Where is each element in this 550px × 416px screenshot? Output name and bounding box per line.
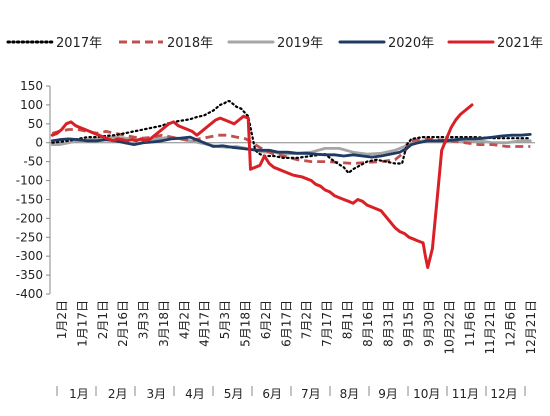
legend-label: 2019年 xyxy=(277,36,323,51)
month-label: 6月 xyxy=(262,387,282,401)
y-tick-label: 50 xyxy=(28,117,43,131)
month-label: 12月 xyxy=(490,387,517,401)
y-axis: 150 100 50 0 -50 -100 -150 -200 -250 -300 -350 -400 xyxy=(16,79,51,301)
month-label: 10月 xyxy=(413,387,440,401)
x-tick-label: 8月31日 xyxy=(381,300,395,347)
y-tick-label: 150 xyxy=(20,79,43,93)
x-axis: 1月2日 1月17日 2月1日 2月16日 3月3日 3月18日 4月2日 4月17日 5月3日… xyxy=(50,142,538,401)
month-label: 5月 xyxy=(224,387,244,401)
y-tick-label: -50 xyxy=(23,155,43,169)
x-tick-label: 2月16日 xyxy=(116,300,130,347)
y-tick-label: -300 xyxy=(16,249,43,263)
x-tick-label: 8月16日 xyxy=(361,300,375,347)
x-tick-label: 3月18日 xyxy=(157,300,171,347)
x-tick-label: 6月17日 xyxy=(279,300,293,347)
month-label: 9月 xyxy=(378,387,398,401)
x-tick-label: 1月2日 xyxy=(55,300,69,339)
x-tick-label: 5月3日 xyxy=(218,300,232,339)
x-tick-label: 7月2日 xyxy=(300,300,314,339)
y-tick-label: 100 xyxy=(20,98,43,112)
x-tick-label: 12月21日 xyxy=(524,300,538,355)
y-tick-label: -100 xyxy=(16,174,43,188)
legend-label: 2021年 xyxy=(497,36,543,51)
y-tick-label: -150 xyxy=(16,192,43,206)
series-line-2021年 xyxy=(50,103,474,269)
legend-label: 2020年 xyxy=(388,36,434,51)
x-tick-label: 7月17日 xyxy=(320,300,334,347)
series-line-2017年 xyxy=(51,100,532,175)
month-label: 7月 xyxy=(301,387,321,401)
month-label: 1月 xyxy=(69,387,89,401)
x-tick-label: 12月6日 xyxy=(504,300,518,347)
month-label: 2月 xyxy=(108,387,128,401)
x-tick-label: 4月17日 xyxy=(198,300,212,347)
x-tick-label: 9月15日 xyxy=(402,300,416,347)
legend: 2017年 2018年 2019年 2020年 2021年 xyxy=(6,36,543,51)
x-tick-label: 10月22日 xyxy=(442,300,456,355)
y-tick-label: -400 xyxy=(16,287,43,301)
legend-label: 2017年 xyxy=(56,36,102,51)
x-tick-label: 2月1日 xyxy=(96,300,110,339)
x-tick-label: 3月3日 xyxy=(137,300,151,339)
legend-label: 2018年 xyxy=(167,36,213,51)
x-tick-label: 4月2日 xyxy=(177,300,191,339)
y-tick-label: -250 xyxy=(16,230,43,244)
x-tick-label: 9月30日 xyxy=(422,300,436,347)
series-line-2020年 xyxy=(50,133,532,159)
month-label: 8月 xyxy=(340,387,360,401)
x-tick-label: 11月21日 xyxy=(483,300,497,355)
y-tick-label: -200 xyxy=(16,211,43,225)
y-tick-label: 0 xyxy=(35,136,43,150)
y-tick-label: -350 xyxy=(16,268,43,282)
month-label: 4月 xyxy=(185,387,205,401)
month-label: 11月 xyxy=(452,387,479,401)
month-label: 3月 xyxy=(146,387,166,401)
x-tick-label: 8月1日 xyxy=(340,300,354,339)
x-tick-label: 11月6日 xyxy=(463,300,477,347)
x-tick-label: 6月2日 xyxy=(259,300,273,339)
x-tick-label: 5月18日 xyxy=(239,300,253,347)
x-tick-label: 1月17日 xyxy=(75,300,89,347)
series-layer xyxy=(50,100,532,269)
